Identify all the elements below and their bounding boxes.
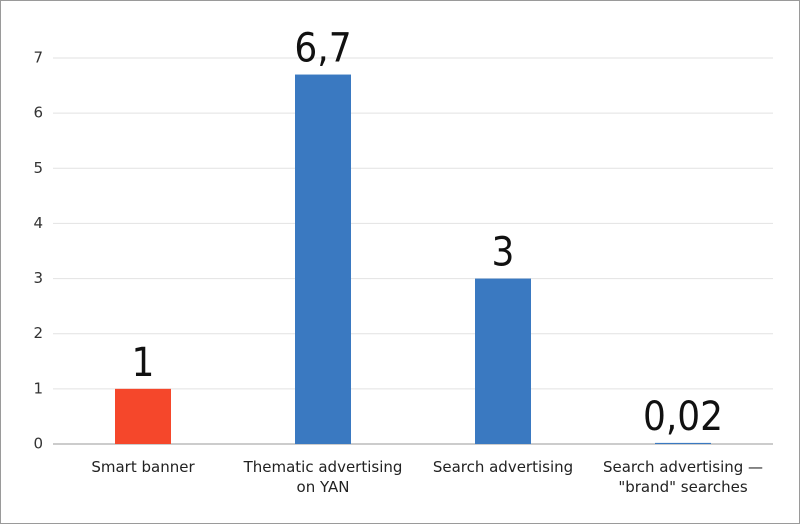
y-tick-label: 5: [33, 159, 43, 177]
x-tick-label: Thematic advertising on YAN: [243, 458, 403, 496]
value-label: 1: [132, 340, 155, 386]
value-label: 3: [492, 230, 515, 276]
y-tick-label: 4: [33, 214, 43, 232]
y-tick-label: 3: [33, 269, 43, 287]
bar: [115, 388, 171, 444]
bar: [655, 442, 711, 444]
y-tick-label: 6: [33, 104, 43, 122]
value-label: 0,02: [643, 394, 723, 440]
bar: [295, 74, 351, 445]
y-tick-label: 7: [33, 49, 43, 67]
y-tick-label: 1: [33, 379, 43, 397]
y-tick-label: 2: [33, 324, 43, 342]
bar: [475, 278, 531, 444]
x-tick-label: Search advertising — "brand" searches: [602, 458, 764, 496]
x-tick-label: Smart banner: [91, 458, 195, 476]
x-tick-label: Search advertising: [432, 458, 574, 476]
value-label: 6,7: [294, 26, 351, 72]
y-tick-label: 0: [33, 435, 43, 453]
